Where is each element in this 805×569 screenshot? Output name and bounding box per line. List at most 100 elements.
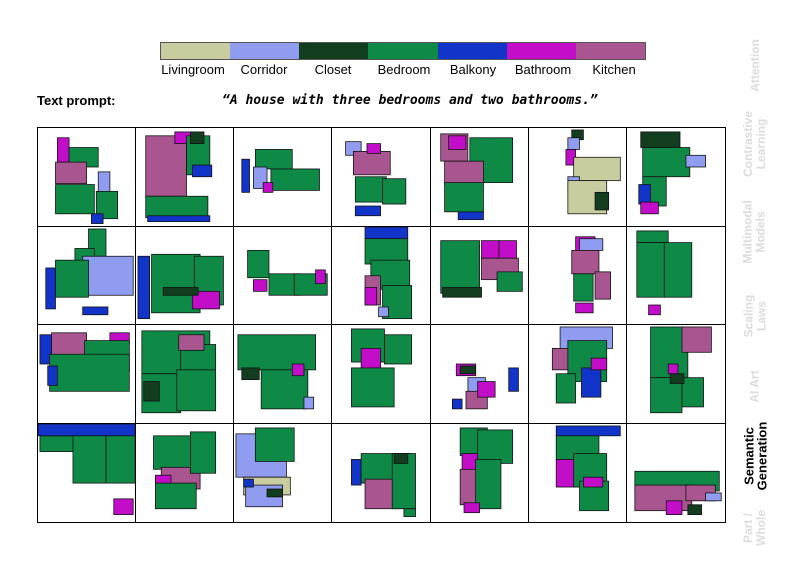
room-block	[594, 191, 609, 211]
floorplan-cell	[626, 423, 725, 522]
floorplan-image	[365, 226, 413, 319]
room-block	[498, 239, 517, 259]
room-block	[137, 255, 151, 319]
legend-label-bathroom: Bathroom	[514, 62, 572, 77]
room-block	[266, 488, 284, 497]
floorplan-image	[141, 330, 217, 414]
room-block	[192, 290, 221, 309]
room-block	[642, 147, 691, 178]
room-block	[241, 158, 251, 193]
room-block	[567, 137, 580, 150]
floorplan-image	[241, 149, 321, 193]
room-block	[178, 334, 205, 351]
room-block	[685, 154, 706, 168]
floorplan-image	[45, 228, 134, 315]
room-block	[443, 182, 484, 213]
floorplan-cell	[528, 226, 627, 325]
room-block	[496, 270, 523, 292]
floorplan-image	[551, 326, 613, 404]
room-block	[95, 190, 119, 220]
floorplan-image	[153, 430, 217, 509]
room-block	[451, 398, 463, 410]
floorplan-cell	[234, 226, 333, 325]
floorplan-image	[634, 470, 722, 515]
room-block	[162, 286, 199, 296]
room-block	[263, 182, 274, 193]
room-block	[476, 429, 513, 464]
floorplan-grid	[37, 127, 726, 523]
floorplan-cell	[430, 226, 529, 325]
room-block	[143, 381, 160, 402]
room-block	[443, 160, 484, 185]
room-block	[57, 137, 70, 163]
room-block	[439, 239, 480, 294]
room-block	[384, 334, 413, 365]
legend-label-corridor: Corridor	[240, 62, 288, 77]
prompt-label: Text prompt:	[37, 93, 116, 108]
room-block	[640, 201, 659, 215]
tab-part-whole[interactable]: Part / Whole	[741, 510, 768, 546]
floorplan-cell	[234, 423, 333, 522]
room-block	[441, 286, 482, 298]
room-block	[292, 363, 305, 377]
room-block	[176, 369, 217, 412]
room-block	[147, 215, 211, 222]
room-block	[351, 458, 362, 485]
room-block	[105, 434, 136, 483]
tab-scaling-laws[interactable]: Scaling Laws	[741, 294, 768, 338]
room-block	[355, 176, 388, 203]
floorplan-cell	[136, 128, 235, 227]
room-block	[636, 241, 665, 298]
room-block	[681, 326, 712, 353]
room-block	[574, 302, 594, 313]
floorplan-image	[439, 239, 523, 298]
prompt-text: “A house with three bedrooms and two bat…	[222, 93, 598, 108]
room-block	[663, 241, 693, 298]
tab-ai-art[interactable]: AI Art	[747, 369, 762, 403]
room-block	[594, 270, 611, 300]
room-block	[572, 272, 594, 301]
swatch-corridor	[230, 43, 300, 59]
room-block	[38, 423, 136, 436]
room-block	[667, 363, 679, 375]
floorplan-cell	[136, 423, 235, 522]
room-block	[55, 184, 95, 215]
room-block	[571, 249, 600, 274]
room-block	[353, 151, 392, 176]
floorplan-cell	[626, 325, 725, 424]
swatch-kitchen	[575, 43, 645, 59]
room-block	[590, 357, 607, 371]
room-block	[72, 434, 107, 483]
swatch-livingroom	[161, 43, 231, 59]
room-block	[572, 156, 621, 182]
room-block	[243, 478, 255, 487]
floorplan-cell	[626, 128, 725, 227]
room-block	[704, 492, 722, 501]
floorplan-cell	[38, 423, 137, 522]
room-block	[394, 452, 409, 464]
floorplan-image	[55, 137, 119, 224]
floorplan-cell	[332, 128, 431, 227]
room-block	[155, 482, 197, 509]
room-block	[687, 503, 702, 515]
floorplan-image	[451, 363, 519, 410]
room-block	[648, 304, 661, 315]
room-block	[355, 205, 382, 217]
tab-semantic-generation[interactable]: Semantic Generation	[741, 421, 769, 491]
room-block	[255, 427, 295, 462]
room-block	[190, 430, 217, 474]
room-block	[241, 367, 260, 380]
floorplan-cell	[38, 325, 137, 424]
room-block	[145, 195, 209, 219]
room-block	[351, 367, 395, 408]
floorplan-image	[571, 235, 611, 313]
tab-contrastive-learning[interactable]: Contrastive Learning	[741, 110, 768, 178]
tab-attention[interactable]: Attention	[747, 38, 762, 92]
room-block	[315, 269, 326, 284]
room-block	[47, 365, 58, 386]
tab-multimodal-models[interactable]: Multimodal Models	[741, 200, 769, 264]
floorplan-cell	[234, 128, 333, 227]
room-block	[638, 184, 651, 205]
room-block	[82, 255, 134, 296]
room-block	[45, 267, 56, 309]
